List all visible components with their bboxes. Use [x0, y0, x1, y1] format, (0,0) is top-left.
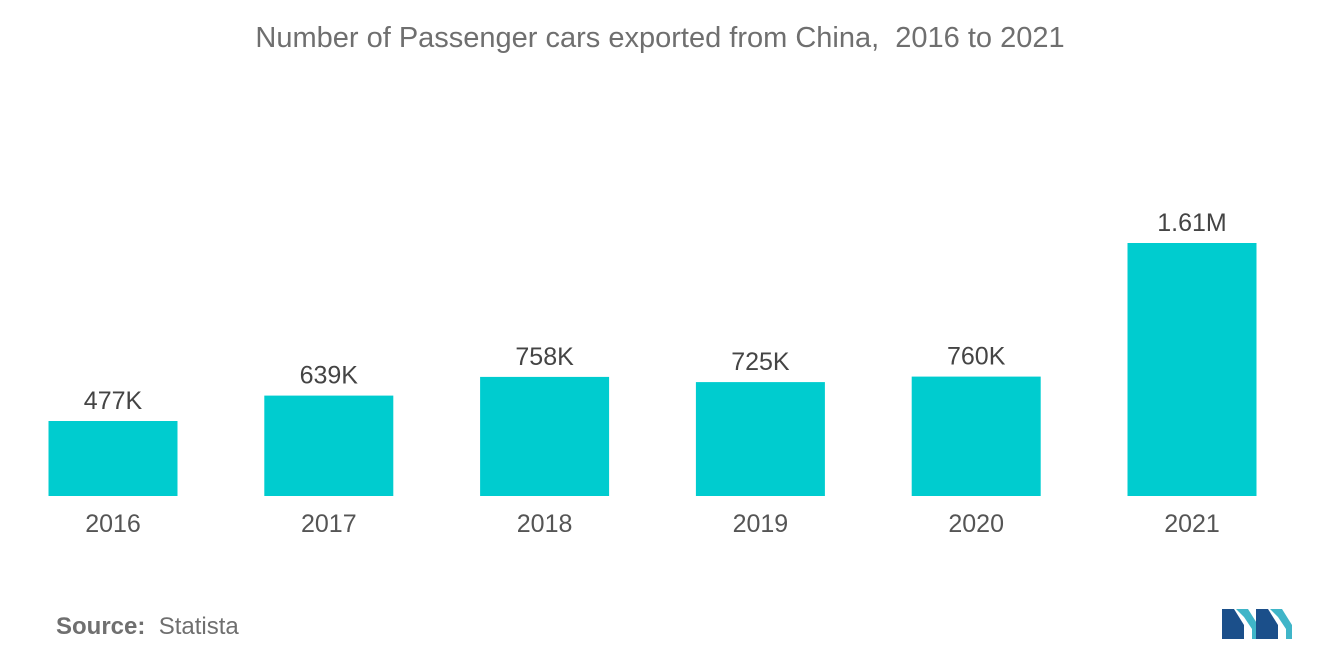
x-tick-label-2018: 2018 — [517, 510, 573, 538]
source-note: Source: Statista — [56, 613, 239, 641]
source-label: Source: — [56, 613, 146, 640]
x-tick-label-2021: 2021 — [1164, 510, 1220, 538]
data-label-2021: 1.61M — [1157, 209, 1226, 237]
x-tick-label-2020: 2020 — [948, 510, 1004, 538]
data-label-2017: 639K — [300, 362, 359, 390]
x-tick-label-2019: 2019 — [733, 510, 789, 538]
bar-2017 — [264, 395, 394, 496]
x-tick-label-2016: 2016 — [85, 510, 141, 538]
bar-2021 — [1127, 243, 1257, 496]
source-value: Statista — [158, 613, 239, 640]
mordor-intelligence-logo-icon — [1222, 609, 1292, 639]
bar-2018 — [480, 376, 610, 496]
data-label-2016: 477K — [84, 387, 143, 415]
chart-title: Number of Passenger cars exported from C… — [255, 22, 1065, 54]
bar-2019 — [695, 382, 825, 496]
bar-2016 — [48, 421, 178, 496]
data-label-2020: 760K — [947, 343, 1006, 371]
data-label-2019: 725K — [731, 348, 790, 376]
bar-2020 — [911, 376, 1041, 496]
x-tick-label-2017: 2017 — [301, 510, 357, 538]
data-label-2018: 758K — [515, 343, 574, 371]
